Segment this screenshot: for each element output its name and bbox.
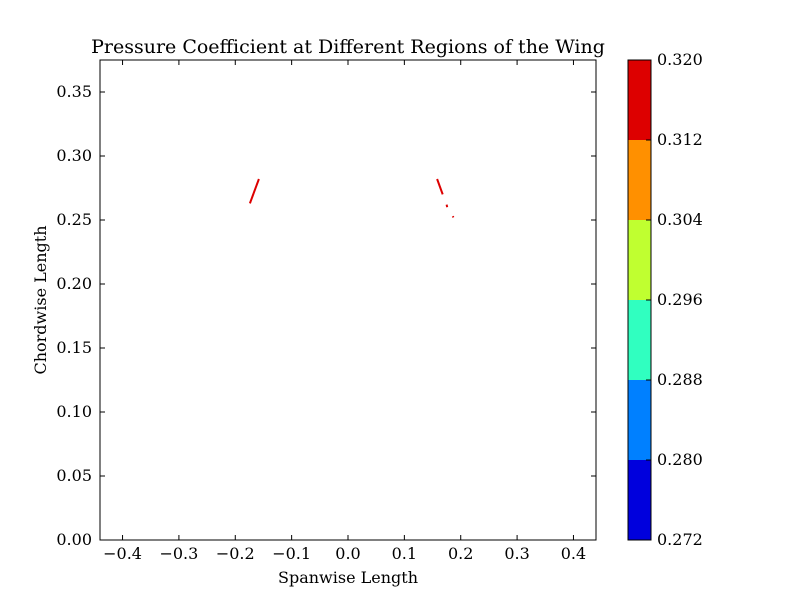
- y-axis-label: Chordwise Length: [31, 225, 50, 374]
- y-tick-label: 0.00: [56, 530, 92, 549]
- x-tick-label: 0.4: [561, 544, 586, 563]
- colorbar-tick-label: 0.296: [657, 290, 703, 309]
- y-tick-label: 0.25: [56, 210, 92, 229]
- y-tick-label: 0.15: [56, 338, 92, 357]
- contour-segment-1: [436, 178, 444, 195]
- colorbar-band: [628, 220, 651, 300]
- x-tick-label: 0.2: [448, 544, 473, 563]
- x-axis-label: Spanwise Length: [278, 568, 418, 587]
- y-tick-label: 0.30: [56, 146, 92, 165]
- x-tick-label: −0.3: [159, 544, 198, 563]
- colorbar-band: [628, 140, 651, 220]
- contour-segment-0: [248, 178, 260, 204]
- y-axis: 0.00 0.05 0.10 0.15 0.20 0.25 0.30 0.35: [56, 82, 596, 549]
- colorbar-tick-label: 0.320: [657, 50, 703, 69]
- y-tick-label: 0.10: [56, 402, 92, 421]
- colorbar-band: [628, 300, 651, 380]
- colorbar-tick-label: 0.272: [657, 530, 703, 549]
- x-tick-label: 0.1: [392, 544, 417, 563]
- colorbar-tick-label: 0.312: [657, 130, 703, 149]
- y-tick-label: 0.35: [56, 82, 92, 101]
- chart-title: Pressure Coefficient at Different Region…: [91, 36, 605, 58]
- contour-segment-3: [451, 215, 455, 218]
- colorbar-tick-label: 0.288: [657, 370, 703, 389]
- colorbar-band: [628, 380, 651, 460]
- y-tick-label: 0.20: [56, 274, 92, 293]
- x-tick-label: −0.4: [103, 544, 142, 563]
- colorbar-tick-label: 0.304: [657, 210, 703, 229]
- plot-frame: [99, 59, 597, 541]
- plot-area: [248, 178, 455, 218]
- colorbar-band: [628, 60, 651, 140]
- x-tick-label: 0.3: [504, 544, 529, 563]
- contour-segment-2: [445, 204, 449, 208]
- x-tick-label: −0.2: [216, 544, 255, 563]
- colorbar-band: [628, 460, 651, 540]
- colorbar: 0.272 0.280 0.288 0.296 0.304 0.312 0.320: [627, 50, 703, 549]
- x-tick-label: −0.1: [272, 544, 311, 563]
- x-axis: −0.4 −0.3 −0.2 −0.1 0.0 0.1 0.2 0.3 0.4: [103, 60, 586, 563]
- colorbar-tick-label: 0.280: [657, 450, 703, 469]
- x-tick-label: 0.0: [335, 544, 360, 563]
- y-tick-label: 0.05: [56, 466, 92, 485]
